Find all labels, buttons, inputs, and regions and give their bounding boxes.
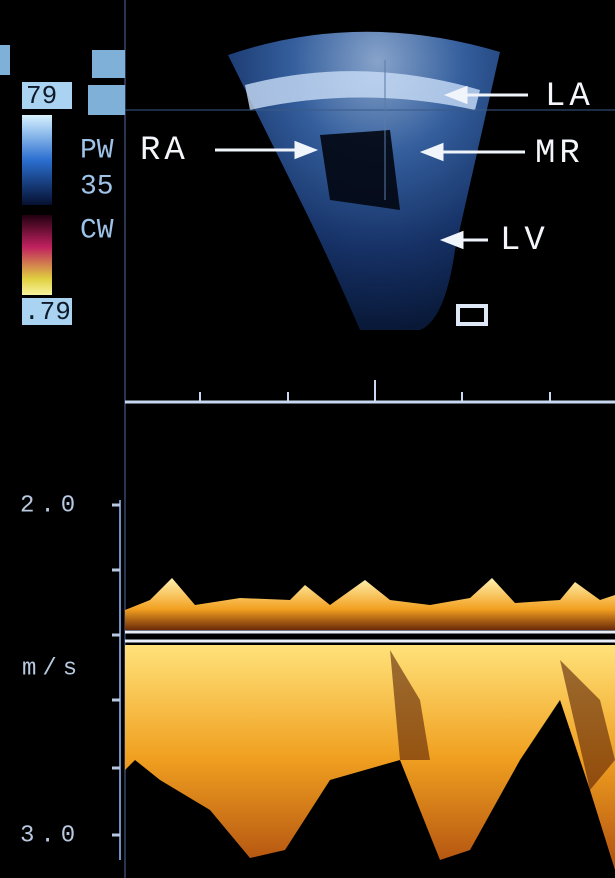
color-bar	[22, 215, 52, 295]
ultrasound-screen: 79 .79 PW 35 CW RA LA MR LV 2.0 m/s 3.0	[0, 0, 615, 878]
scale-top: 79	[26, 81, 57, 111]
echo-chamber	[320, 130, 400, 210]
velocity-label: 3.0	[20, 822, 81, 849]
mode-label: PW	[80, 135, 114, 166]
depth-label: 35	[80, 171, 114, 202]
anatomy-label: LV	[500, 222, 549, 260]
color-bar	[22, 115, 52, 205]
anatomy-label: RA	[140, 132, 189, 170]
page: 79 .79 PW 35 CW RA LA MR LV 2.0 m/s 3.0 …	[0, 0, 615, 878]
velocity-label: 2.0	[20, 492, 81, 519]
marker	[92, 50, 125, 78]
scale-bottom: .79	[24, 297, 71, 327]
mode-label: CW	[80, 215, 114, 246]
marker	[0, 45, 10, 75]
marker	[88, 85, 125, 115]
anatomy-label: LA	[545, 78, 594, 116]
velocity-unit: m/s	[22, 655, 83, 682]
anatomy-label: MR	[535, 135, 584, 173]
